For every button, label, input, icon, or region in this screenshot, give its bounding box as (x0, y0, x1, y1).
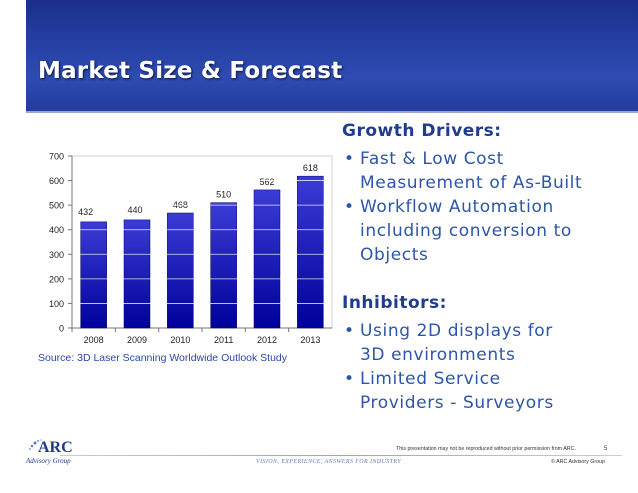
inhibitors-heading: Inhibitors: (342, 293, 447, 313)
inhibitor-item-line: Using 2D displays for (360, 321, 553, 341)
bar-data-label: 618 (303, 163, 318, 173)
y-tick-label: 600 (49, 176, 64, 186)
inhibitors-list: • Using 2D displays for 3D environments • Li… (342, 319, 554, 415)
inhibitor-item-line: Limited Service (360, 369, 501, 389)
x-tick-label: 2010 (170, 335, 190, 345)
logo-subtext: Advisory Group (26, 457, 71, 465)
growth-item-line: Fast & Low Cost (360, 149, 504, 169)
x-tick-label: 2009 (127, 335, 147, 345)
bar (210, 202, 237, 329)
y-tick-label: 100 (49, 299, 64, 309)
page-number: 5 (604, 446, 608, 452)
growth-item: • Fast & Low Cost Measurement of As-Built (342, 147, 582, 195)
x-tick-label: 2011 (214, 335, 233, 345)
y-tick-label: 400 (49, 225, 64, 235)
market-size-chart: 0 100 200 300 400 500 600 700 432 2008 440 2009 468 2… (26, 140, 336, 355)
inhibitor-item: • Using 2D displays for 3D environments (342, 319, 554, 367)
x-tick-label: 2008 (84, 335, 104, 345)
y-tick-label: 0 (59, 324, 64, 334)
banner-rule (26, 111, 638, 113)
footer-tagline: VISION, EXPERIENCE, ANSWERS FOR INDUSTRY (256, 459, 402, 465)
chart-source: Source: 3D Laser Scanning Worldwide Outl… (38, 352, 288, 364)
title-banner (26, 0, 638, 111)
bar (297, 175, 324, 329)
bar (80, 221, 107, 329)
bullet-icon: • (344, 197, 355, 217)
copyright-label: © ARC Advisory Group (551, 459, 605, 465)
growth-drivers-heading: Growth Drivers: (342, 121, 502, 141)
growth-drivers-list: • Fast & Low Cost Measurement of As-Built •… (342, 147, 582, 267)
footer-rule (60, 455, 622, 456)
bar-data-label: 432 (78, 207, 93, 217)
logo-text: ARC (38, 439, 73, 456)
y-tick-label: 300 (49, 250, 64, 260)
plot-area (71, 155, 333, 329)
bar (253, 189, 281, 329)
y-tick-label: 500 (49, 201, 64, 211)
y-tick-label: 200 (49, 274, 64, 284)
x-tick-label: 2013 (300, 335, 320, 345)
bar-data-label: 440 (127, 205, 142, 215)
bar-data-label: 510 (216, 190, 231, 200)
inhibitor-item-line: Providers - Surveyors (360, 393, 554, 413)
growth-item-line: Workflow Automation (360, 197, 554, 217)
bullet-icon: • (344, 369, 355, 389)
bar-chart-svg: 0100200300400500600700432200844020094682… (49, 152, 333, 345)
inhibitor-item: • Limited Service Providers - Surveyors (342, 367, 554, 415)
growth-item-line: Measurement of As-Built (360, 173, 583, 193)
growth-item-line: including conversion to (360, 221, 572, 241)
bar (123, 219, 151, 329)
bullet-icon: • (344, 149, 355, 169)
bar-data-label: 562 (259, 177, 274, 187)
logo-dots-icon (29, 439, 42, 450)
bar (167, 212, 194, 329)
arc-logo: ARC Advisory Group (26, 437, 96, 469)
slide-title: Market Size & Forecast (38, 58, 343, 84)
x-tick-label: 2012 (257, 335, 277, 345)
y-tick-label: 700 (49, 152, 64, 162)
growth-item-line: Objects (360, 245, 429, 265)
inhibitor-item-line: 3D environments (360, 345, 516, 365)
bullet-icon: • (344, 321, 355, 341)
copyright-notice: This presentation may not be reproduced … (396, 446, 576, 452)
growth-item: • Workflow Automation including conversion… (342, 195, 582, 267)
